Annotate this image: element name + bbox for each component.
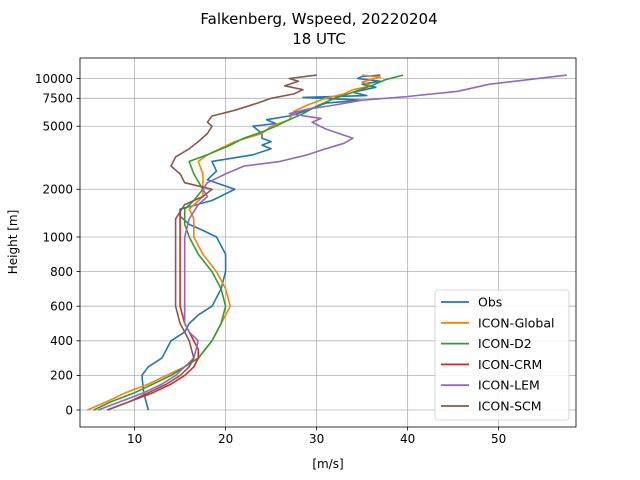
y-tick-label: 1000 [42,230,73,244]
plot-frame [79,57,577,428]
x-tick-label: 40 [400,432,415,446]
legend-label-icon-lem: ICON-LEM [478,378,540,393]
chart-subtitle: 18 UTC [292,30,346,48]
y-tick-label: 600 [50,300,73,314]
y-tick-label: 800 [50,265,73,279]
x-tick-label: 10 [127,432,142,446]
y-tick-label: 400 [50,334,73,348]
y-axis-label: Height [m] [6,210,20,275]
series-line-icon-crm [107,209,200,411]
x-tick-label: 50 [491,432,506,446]
x-tick-label: 20 [218,432,233,446]
series-line-icon-scm [107,74,317,411]
y-tick-label: 5000 [42,120,73,134]
legend-label-obs: Obs [478,295,502,310]
y-tick-label: 200 [50,369,73,383]
legend-label-icon-global: ICON-Global [478,315,554,330]
legend: Obs ICON-Global ICON-D2 ICON-CRM ICON-LEM ICO… [434,289,570,421]
legend-label-icon-d2: ICON-D2 [478,336,532,351]
y-tick-label: 10000 [35,72,73,86]
y-axis-ticks: 0 200 400 600 800 1000 2000 5000 7500 10000 [35,72,80,417]
y-tick-label: 0 [65,403,73,417]
legend-label-icon-scm: ICON-SCM [478,399,542,414]
y-tick-label: 7500 [42,92,73,106]
chart-title: Falkenberg, Wspeed, 20220204 [200,10,437,28]
series-line-obs [141,74,382,411]
legend-label-icon-crm: ICON-CRM [478,357,542,372]
x-axis-label: [m/s] [312,457,343,471]
y-tick-label: 2000 [42,183,73,197]
series-lines [86,74,567,411]
x-tick-label: 30 [309,432,324,446]
x-axis-ticks: 10 20 30 40 50 [127,427,506,446]
